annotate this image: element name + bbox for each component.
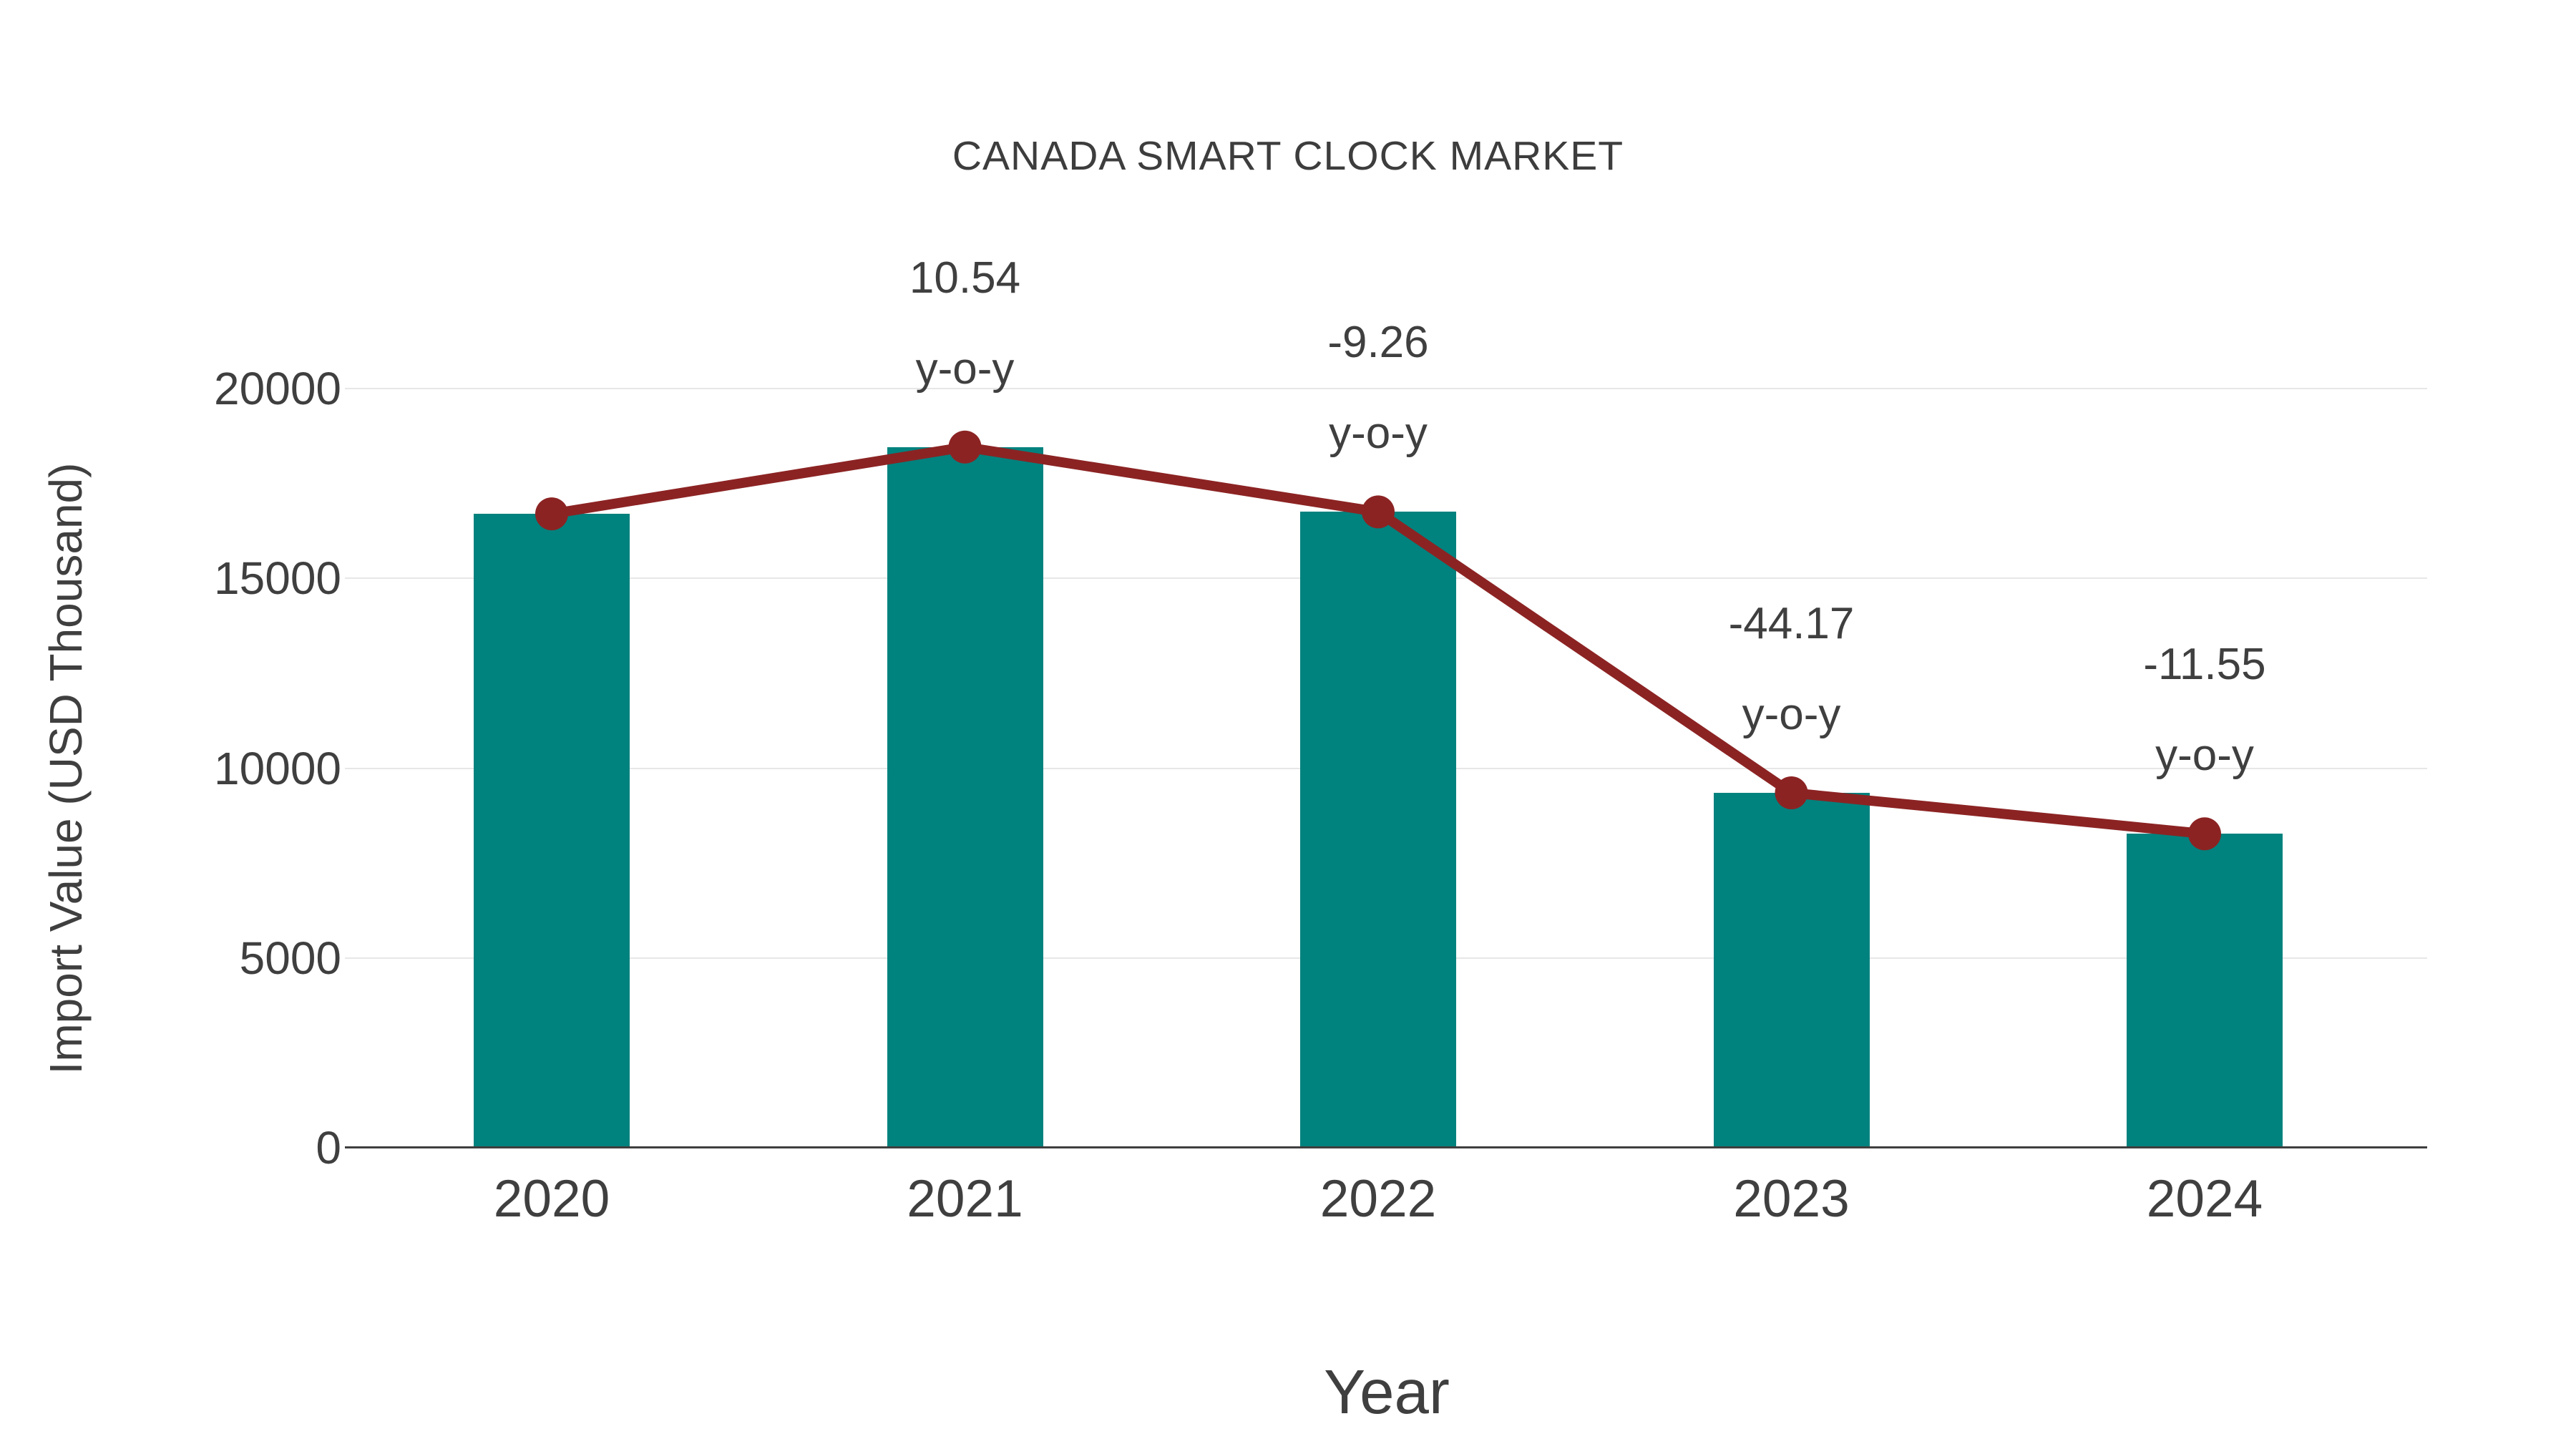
bar-2023 xyxy=(1713,792,1870,1148)
annotation-2024: -11.55 y-o-y xyxy=(1990,619,2419,801)
annotation-suffix-2023: y-o-y xyxy=(1742,689,1841,739)
annotation-suffix-2022: y-o-y xyxy=(1329,409,1428,459)
annotation-value-2021: 10.54 xyxy=(909,253,1021,303)
y-tick-label-15000: 15000 xyxy=(214,552,341,605)
x-tick-label-2023: 2023 xyxy=(1733,1170,1850,1228)
gridline-20000 xyxy=(345,388,2427,389)
annotation-value-2024: -11.55 xyxy=(2143,640,2266,690)
trend-marker-2020 xyxy=(535,497,568,531)
trend-marker-2023 xyxy=(1775,776,1808,809)
x-tick-label-2020: 2020 xyxy=(493,1170,610,1228)
annotation-2023: -44.17 y-o-y xyxy=(1577,578,2006,760)
annotation-2022: -9.26 y-o-y xyxy=(1163,297,1593,479)
annotation-value-2023: -44.17 xyxy=(1728,598,1855,648)
trend-marker-2024 xyxy=(2188,817,2221,851)
bar-2021 xyxy=(887,447,1043,1148)
bar-2022 xyxy=(1300,512,1456,1148)
bar-2024 xyxy=(2127,834,2283,1148)
annotation-suffix-2024: y-o-y xyxy=(2155,731,2254,781)
y-tick-label-10000: 10000 xyxy=(214,742,341,794)
annotation-2021: 10.54 y-o-y xyxy=(751,233,1180,414)
y-tick-label-5000: 5000 xyxy=(239,932,341,984)
trend-marker-2022 xyxy=(1362,495,1395,529)
x-tick-label-2022: 2022 xyxy=(1319,1170,1437,1228)
x-axis-line xyxy=(345,1146,2427,1148)
annotation-value-2022: -9.26 xyxy=(1327,318,1429,368)
trend-marker-2021 xyxy=(948,430,982,464)
y-tick-label-0: 0 xyxy=(316,1122,341,1174)
x-tick-label-2021: 2021 xyxy=(907,1170,1023,1228)
x-tick-label-2024: 2024 xyxy=(2146,1170,2263,1228)
y-tick-label-20000: 20000 xyxy=(214,363,341,414)
x-axis-title: Year xyxy=(1324,1357,1450,1427)
bar-2020 xyxy=(474,514,630,1148)
chart-title: CANADA SMART CLOCK MARKET xyxy=(952,133,1624,179)
annotation-suffix-2021: y-o-y xyxy=(915,343,1015,394)
